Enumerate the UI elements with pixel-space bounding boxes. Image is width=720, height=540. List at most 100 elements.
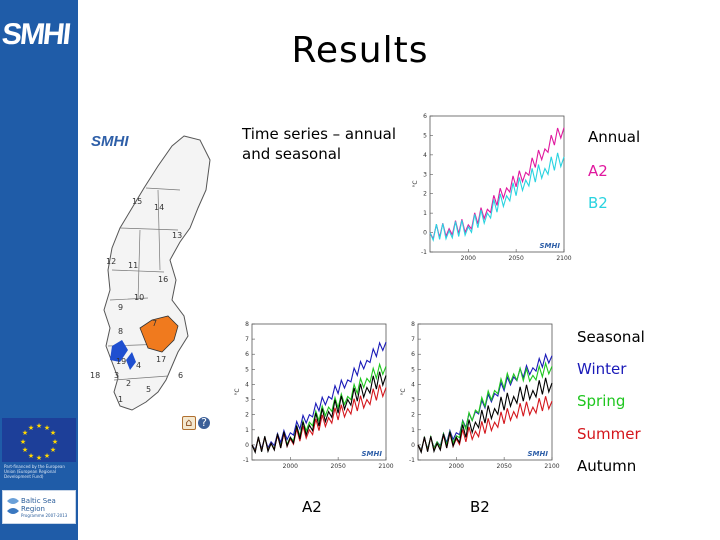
series-line — [417, 377, 553, 455]
region-label: 14 — [154, 203, 164, 212]
y-tick-label: 4 — [423, 152, 427, 159]
svg-text:★: ★ — [50, 429, 56, 437]
legend-autumn: Autumn — [577, 457, 637, 475]
region-label: 2 — [126, 379, 131, 388]
question-icon[interactable]: ? — [198, 417, 210, 429]
bsr-subtitle: Programme 2007-2013 — [21, 513, 68, 518]
y-tick-label: 6 — [245, 351, 249, 358]
y-tick-label: 2 — [423, 191, 427, 198]
seasonal-legend-title: Seasonal — [577, 328, 645, 346]
plot-area — [429, 115, 565, 253]
y-tick-label: 3 — [411, 397, 415, 404]
series-line — [429, 152, 565, 242]
region-label: 12 — [106, 257, 116, 266]
y-tick-label: 7 — [245, 336, 249, 343]
smhi-watermark: SMHI — [540, 242, 561, 250]
svg-text:★: ★ — [36, 454, 42, 462]
y-tick-label: 1 — [423, 210, 427, 217]
slide-title: Results — [291, 30, 429, 71]
caption-a2: A2 — [302, 498, 322, 516]
legend-summer: Summer — [577, 425, 641, 443]
svg-text:★: ★ — [52, 438, 58, 446]
x-tick-label: 2050 — [497, 463, 512, 470]
bsr-title: Baltic Sea Region — [21, 497, 56, 513]
region-label: 1 — [118, 395, 123, 404]
y-tick-label: 3 — [423, 171, 427, 178]
y-tick-label: 7 — [411, 336, 415, 343]
smhi-watermark: SMHI — [362, 450, 383, 458]
y-tick-label: -1 — [421, 249, 427, 256]
x-tick-label: 2000 — [283, 463, 298, 470]
home-icon[interactable]: ⌂ — [182, 416, 196, 430]
y-axis-label: °C — [400, 388, 407, 395]
y-axis-label: °C — [234, 388, 241, 395]
y-tick-label: 5 — [245, 366, 249, 373]
y-tick-label: 5 — [411, 366, 415, 373]
y-tick-label: 0 — [411, 442, 415, 449]
plot-area — [417, 323, 553, 461]
region-label: 6 — [178, 371, 183, 380]
region-label: 17 — [156, 355, 166, 364]
x-tick-label: 2100 — [556, 255, 571, 262]
series-line — [429, 127, 565, 241]
region-label: 7 — [152, 319, 157, 328]
region-label: 10 — [134, 293, 144, 302]
y-tick-label: 5 — [423, 132, 427, 139]
y-tick-label: 0 — [423, 230, 427, 237]
annual-chart: -1 0 1 2 3 4 5 6 2000 2050 2100 °C SMHI — [412, 113, 572, 262]
region-label: 8 — [118, 327, 123, 336]
baltic-wave-icon — [7, 498, 19, 514]
x-tick-label: 2050 — [509, 255, 524, 262]
region-label: 9 — [118, 303, 123, 312]
y-tick-label: 0 — [245, 442, 249, 449]
y-tick-label: 2 — [411, 412, 415, 419]
y-tick-label: -1 — [409, 457, 415, 464]
y-axis-label: °C — [412, 180, 419, 187]
y-tick-label: -1 — [243, 457, 249, 464]
region-label: 18 — [90, 371, 100, 380]
legend-b2: B2 — [588, 194, 608, 212]
region-label: 13 — [172, 231, 182, 240]
y-tick-label: 6 — [411, 351, 415, 358]
svg-text:★: ★ — [22, 446, 28, 454]
caption-b2: B2 — [470, 498, 490, 516]
y-tick-label: 2 — [245, 412, 249, 419]
x-tick-label: 2100 — [378, 463, 393, 470]
svg-text:★: ★ — [50, 446, 56, 454]
svg-text:★: ★ — [28, 424, 34, 432]
smhi-map-logo: SMHI — [91, 133, 129, 150]
sweden-region-map: 15 14 13 12 11 16 9 10 8 7 19 17 18 3 4 … — [90, 135, 211, 411]
baltic-sea-region-logo: Baltic Sea Region Programme 2007-2013 — [2, 490, 76, 524]
svg-text:★: ★ — [22, 429, 28, 437]
time-series-heading: Time series – annual and seasonal — [242, 125, 397, 163]
legend-spring: Spring — [577, 392, 626, 410]
x-tick-label: 2050 — [331, 463, 346, 470]
region-label: 3 — [114, 371, 119, 380]
series-line — [251, 341, 387, 451]
plot-area — [251, 323, 387, 461]
eu-flag-icon: ★ ★★ ★★★ ★★★ ★★★ — [2, 418, 76, 466]
region-label: 16 — [158, 275, 168, 284]
x-tick-label: 2000 — [449, 463, 464, 470]
y-tick-label: 3 — [245, 397, 249, 404]
y-tick-label: 8 — [411, 321, 415, 328]
eu-funding-caption: Part-financed by the European Union (Eur… — [2, 462, 78, 484]
svg-text:★: ★ — [44, 424, 50, 432]
map-nav-icons: ⌂? — [182, 416, 212, 430]
seasonal-a2-chart: -1 0 1 2 3 4 5 6 7 8 2000 2050 2100 °C SMHI — [234, 321, 394, 470]
y-tick-label: 6 — [423, 113, 427, 120]
y-tick-label: 1 — [245, 427, 249, 434]
region-label: 5 — [146, 385, 151, 394]
region-label: 11 — [128, 261, 138, 270]
legend-winter: Winter — [577, 360, 627, 378]
y-tick-label: 8 — [245, 321, 249, 328]
region-label: 19 — [116, 357, 126, 366]
svg-text:★: ★ — [44, 452, 50, 460]
smhi-watermark: SMHI — [528, 450, 549, 458]
x-tick-label: 2000 — [461, 255, 476, 262]
annual-legend-title: Annual — [588, 128, 641, 146]
y-tick-label: 1 — [411, 427, 415, 434]
series-line — [251, 371, 387, 455]
svg-text:★: ★ — [36, 422, 42, 430]
region-label: 4 — [136, 361, 141, 370]
